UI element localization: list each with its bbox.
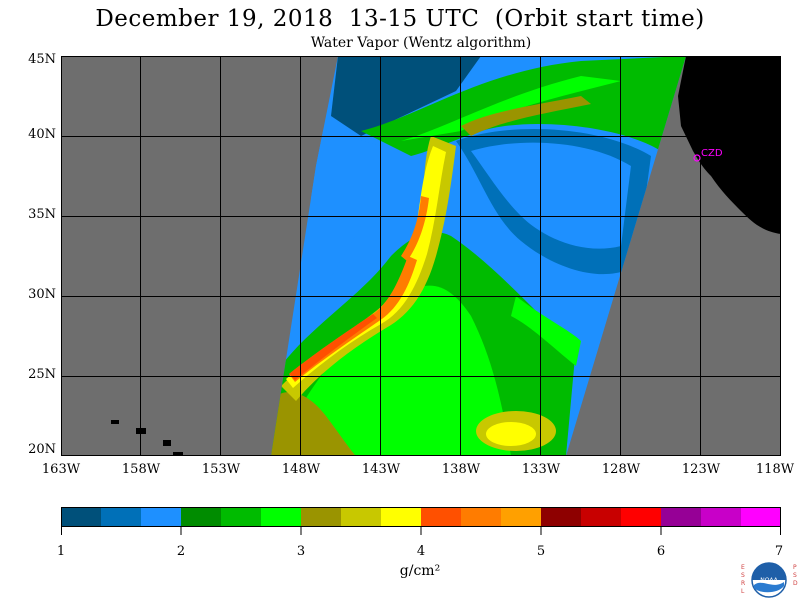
colorbar-tick-marks	[61, 527, 781, 535]
colorbar-cell	[221, 507, 262, 527]
colorbar-tick-4: 4	[416, 544, 426, 559]
water-vapor-map: CZD	[61, 56, 781, 456]
colorbar-cell	[381, 507, 422, 527]
lon-label-158w: 158W	[121, 462, 161, 477]
lon-label-128w: 128W	[601, 462, 641, 477]
lon-label-148w: 148W	[281, 462, 321, 477]
colorbar-cell	[621, 507, 662, 527]
lat-label-30n: 30N	[28, 287, 56, 302]
noaa-logo-text: NOAA	[760, 577, 778, 584]
colorbar-tick-6: 6	[656, 544, 666, 559]
lat-label-40n: 40N	[28, 127, 56, 142]
colorbar-tick-3: 3	[296, 544, 306, 559]
colorbar-tick-5: 5	[536, 544, 546, 559]
colorbar-cell	[661, 507, 702, 527]
lon-label-118w: 118W	[755, 462, 795, 477]
lat-label-25n: 25N	[28, 367, 56, 382]
colorbar-cell	[421, 507, 462, 527]
colorbar-cell	[61, 507, 102, 527]
colorbar-cell	[101, 507, 142, 527]
colorbar-tick-7: 7	[774, 544, 784, 559]
colorbar-cell	[541, 507, 582, 527]
colorbar-cell	[701, 507, 742, 527]
north-america-land	[678, 56, 781, 234]
colorbar-cell	[341, 507, 382, 527]
station-label: CZD	[701, 148, 723, 159]
colorbar-tick-1: 1	[56, 544, 66, 559]
lat-label-45n: 45N	[28, 52, 56, 67]
lon-label-153w: 153W	[201, 462, 241, 477]
station-marker	[693, 154, 701, 162]
colorbar-cell	[501, 507, 542, 527]
lon-label-133w: 133W	[521, 462, 561, 477]
colorbar-cell	[301, 507, 342, 527]
colorbar	[61, 507, 781, 527]
map-title: December 19, 2018 13-15 UTC (Orbit start…	[95, 6, 705, 32]
colorbar-cell	[141, 507, 182, 527]
colorbar-cell	[461, 507, 502, 527]
map-border	[61, 56, 781, 456]
lat-label-35n: 35N	[28, 207, 56, 222]
lon-label-138w: 138W	[441, 462, 481, 477]
lon-label-123w: 123W	[681, 462, 721, 477]
swath	[271, 56, 686, 456]
lon-label-143w: 143W	[361, 462, 401, 477]
colorbar-tick-2: 2	[176, 544, 186, 559]
colorbar-cell	[741, 507, 781, 527]
lat-lon-grid	[61, 56, 781, 456]
colorbar-cell	[181, 507, 222, 527]
colorbar-border	[61, 507, 781, 527]
colorbar-cell	[581, 507, 622, 527]
lat-label-20n: 20N	[28, 442, 56, 457]
lon-label-163w: 163W	[41, 462, 81, 477]
map-subtitle: Water Vapor (Wentz algorithm)	[310, 35, 532, 51]
colorbar-cell	[261, 507, 302, 527]
colorbar-units: g/cm²	[399, 563, 441, 579]
